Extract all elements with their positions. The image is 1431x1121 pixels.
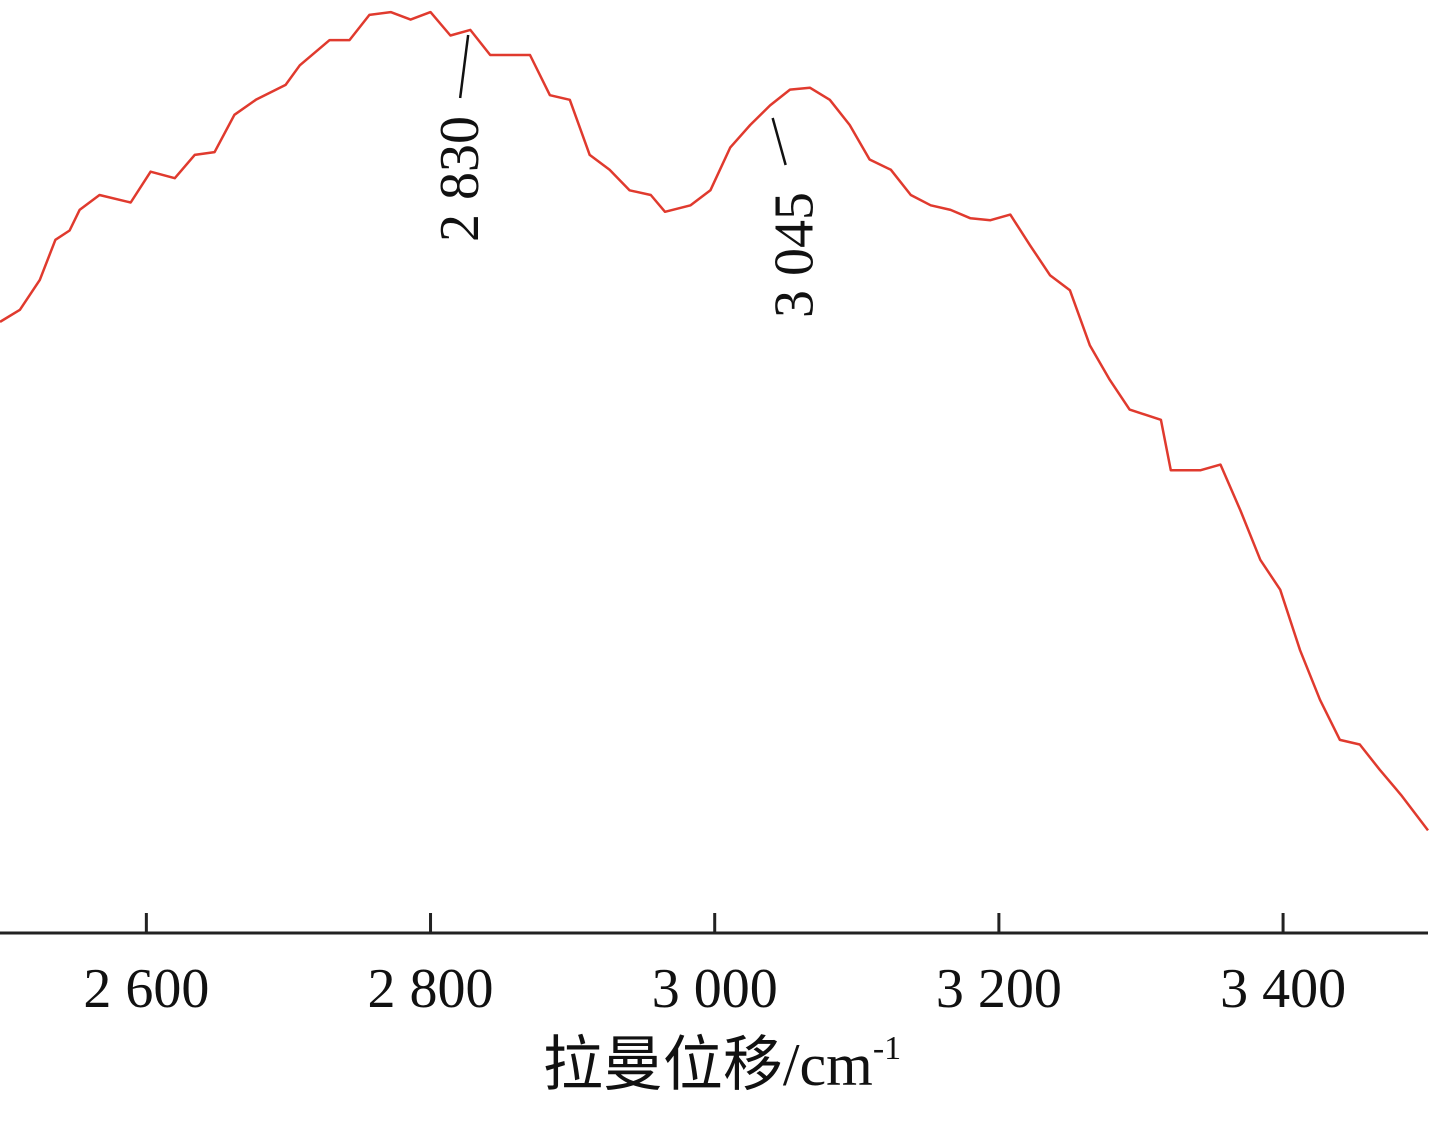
x-axis-label-text: 拉曼位移/cm <box>543 1032 873 1098</box>
x-tick-label: 3 000 <box>652 958 778 1020</box>
annotation-leader <box>771 117 787 166</box>
annotation-label: 3 045 <box>764 192 826 318</box>
x-tick-label: 2 800 <box>368 958 494 1020</box>
annotation-label: 2 830 <box>429 116 491 242</box>
x-tick-label: 3 200 <box>936 958 1062 1020</box>
x-axis-label-superscript: -1 <box>873 1030 901 1067</box>
x-tick-label: 3 400 <box>1220 958 1346 1020</box>
x-axis-label: 拉曼位移/cm-1 <box>543 1030 901 1098</box>
x-tick-label: 2 600 <box>83 958 209 1020</box>
spectrum-line <box>0 10 1429 832</box>
annotation-leader <box>458 34 470 99</box>
